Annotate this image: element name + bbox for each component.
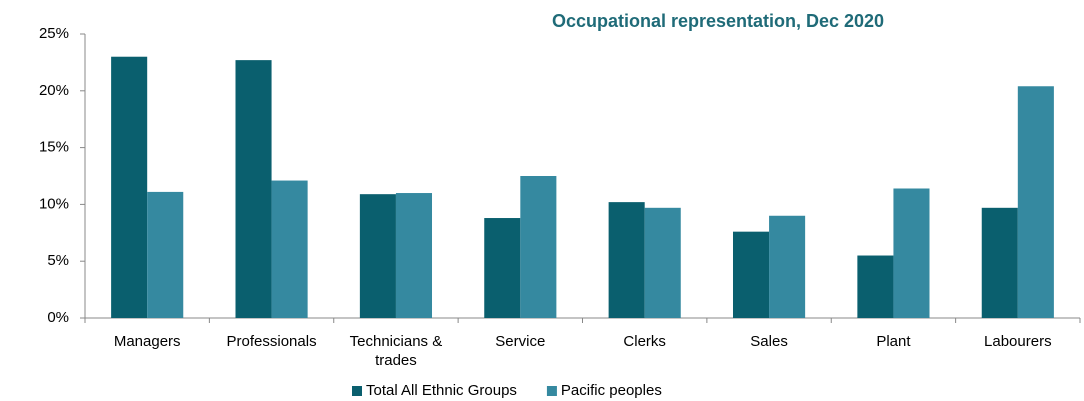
x-tick-label: Labourers: [984, 333, 1052, 350]
bar: [235, 60, 272, 319]
bar: [893, 188, 930, 318]
bar: [111, 56, 148, 318]
bar: [359, 194, 396, 318]
bar: [147, 191, 184, 318]
x-tick-label: Clerks: [623, 333, 666, 350]
bar: [484, 218, 521, 318]
legend-label: Total All Ethnic Groups: [366, 382, 517, 399]
bar: [732, 231, 770, 318]
bar: [1017, 86, 1054, 318]
x-tick-label: Sales: [750, 333, 788, 350]
bar: [769, 215, 806, 318]
y-tick-label: 5%: [47, 252, 69, 269]
bar: [644, 207, 681, 318]
x-tick-label: Professionals: [227, 333, 317, 350]
x-tick-label: Managers: [114, 333, 181, 350]
bar: [520, 176, 557, 318]
x-tick-label: Service: [495, 333, 545, 350]
y-tick-label: 25%: [39, 25, 69, 42]
y-tick-label: 10%: [39, 195, 69, 212]
y-tick-label: 0%: [47, 309, 69, 326]
legend-label: Pacific peoples: [561, 382, 662, 399]
bar: [608, 202, 645, 318]
bar: [857, 255, 894, 318]
bar: [271, 180, 308, 318]
x-tick-label: Plant: [876, 333, 911, 350]
x-tick-label: Technicians & trades: [350, 333, 443, 369]
bar: [981, 207, 1018, 318]
y-tick-label: 20%: [39, 82, 69, 99]
bar: [395, 193, 433, 318]
chart-title: Occupational representation, Dec 2020: [552, 11, 884, 31]
legend-swatch: [546, 386, 557, 396]
y-tick-label: 15%: [39, 139, 69, 156]
legend-swatch: [352, 386, 362, 396]
